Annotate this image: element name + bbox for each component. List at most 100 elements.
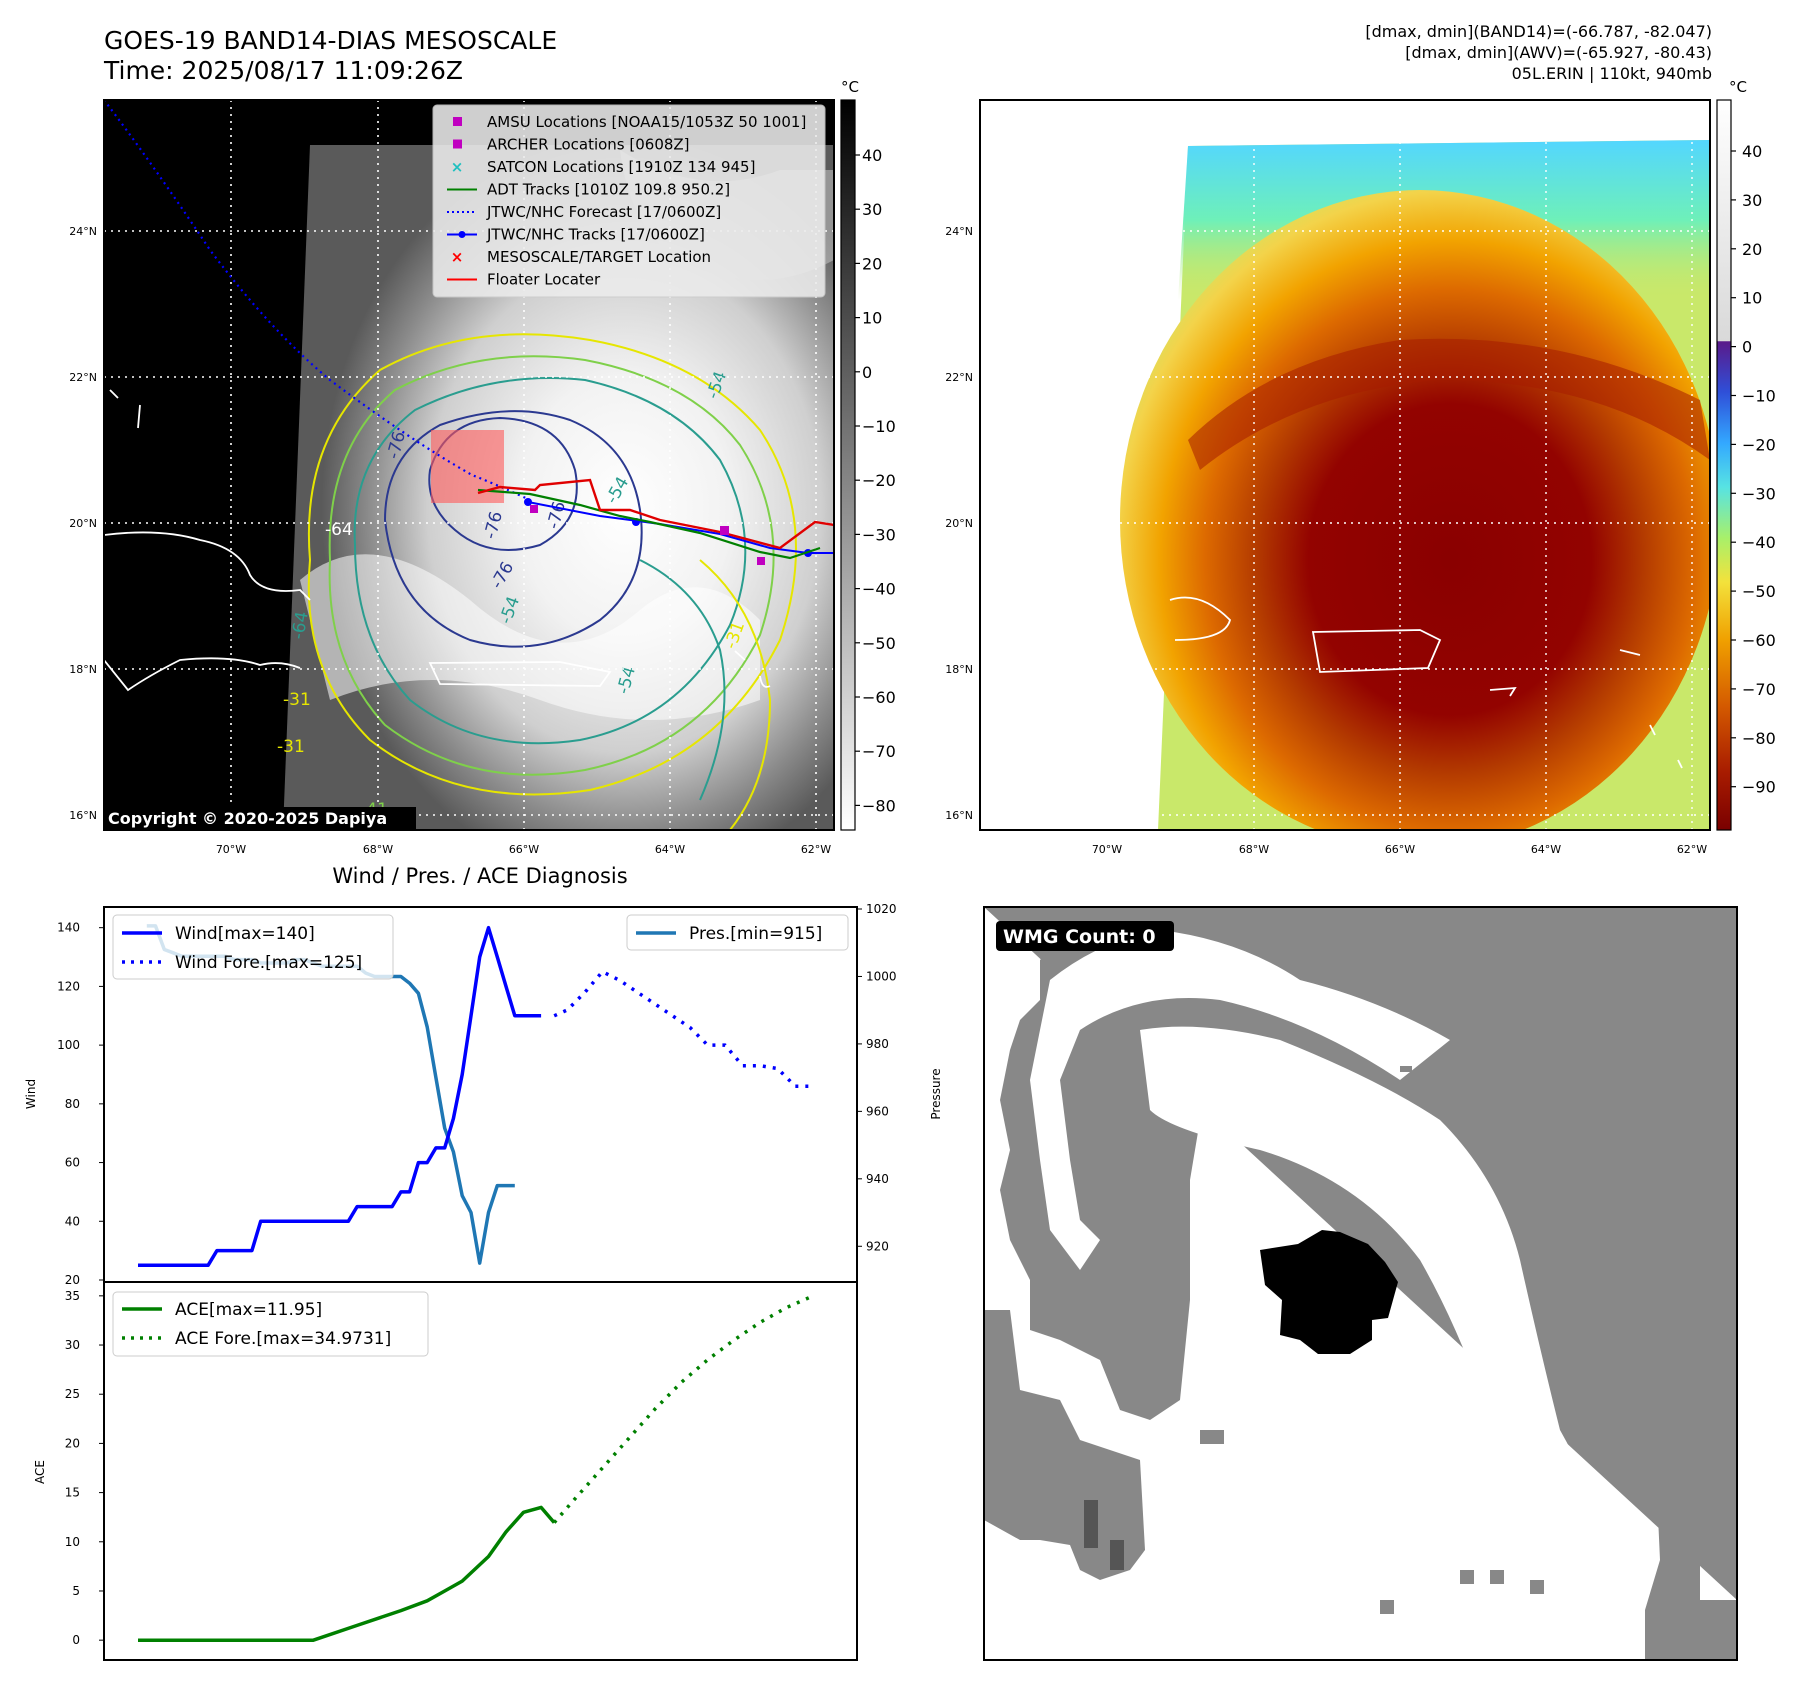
- lat-tick-label: 18°N: [945, 663, 973, 676]
- wind-ytick-label: 60: [65, 1156, 80, 1170]
- ace-legend-label: ACE[max=11.95]: [175, 1300, 322, 1320]
- legend-label: ARCHER Locations [0608Z]: [487, 136, 690, 154]
- pressure-legend-box: [626, 914, 849, 951]
- lat-tick-label: 22°N: [945, 371, 973, 384]
- pressure-axis-label: Pressure: [929, 1068, 943, 1119]
- ir-legend: AMSU Locations [NOAA15/1053Z 50 1001] ARC…: [432, 104, 826, 298]
- colorbar-tick-label: −70: [862, 742, 896, 761]
- lon-tick-label: 66°W: [509, 843, 539, 856]
- wind-ytick-label: 120: [57, 979, 80, 993]
- legend-label: ADT Tracks [1010Z 109.8 950.2]: [487, 181, 730, 199]
- awv-coast-puerto-rico: [1311, 629, 1442, 673]
- ace-ytick-label: 10: [65, 1535, 80, 1549]
- colorbar-tick-label: −50: [1742, 582, 1776, 601]
- wind-pressure-chart: Wind Pressure 20 40 60 80 100 120 140 920 940 960…: [24, 902, 943, 1287]
- amsu-markers: [530, 505, 765, 565]
- awv-panel: [980, 100, 1710, 830]
- legend-label: JTWC/NHC Forecast [17/0600Z]: [486, 203, 721, 221]
- wmg-frame: [983, 906, 1738, 1661]
- pressure-ytick-label: 940: [866, 1172, 889, 1186]
- ace-ytick-label: 20: [65, 1436, 80, 1450]
- wmg-white-pixel: [1400, 1052, 1414, 1066]
- band14-range-text: [dmax, dmin](BAND14)=(-66.787, -82.047): [1365, 22, 1712, 41]
- colorbar-tick-label: −40: [1742, 533, 1776, 552]
- legend-label: SATCON Locations [1910Z 134 945]: [487, 158, 755, 176]
- ace-legend: ACE[max=11.95] ACE Fore.[max=34.9731]: [112, 1291, 429, 1357]
- lon-tick-label: 62°W: [801, 843, 831, 856]
- pressure-ytick-label: 1020: [866, 902, 897, 916]
- coastline-islands: [734, 650, 771, 688]
- ace-ytick-label: 5: [72, 1584, 80, 1598]
- lon-tick-label: 62°W: [1677, 843, 1707, 856]
- contour-navy-inner: [428, 416, 578, 551]
- awv-colorbar-unit: °C: [1729, 78, 1747, 96]
- legend-marker: [453, 139, 462, 149]
- lat-tick-label: 20°N: [69, 517, 97, 530]
- pressure-ytick-label: 960: [866, 1104, 889, 1118]
- lat-tick-label: 24°N: [69, 225, 97, 238]
- ace-line: [138, 1505, 556, 1642]
- lon-tick-label: 66°W: [1385, 843, 1415, 856]
- wind-forecast-line: [553, 969, 813, 1088]
- pressure-ytick-label: 920: [866, 1239, 889, 1253]
- contour-label: -31: [283, 690, 311, 710]
- ace-axis-label: ACE: [33, 1460, 47, 1484]
- colorbar-tick-label: 10: [1742, 289, 1762, 308]
- awv-coast-islands: [1489, 649, 1683, 769]
- colorbar-tick-label: −50: [862, 634, 896, 653]
- ir-panel-frame: [103, 99, 835, 831]
- contour-yellow-east: [699, 559, 772, 830]
- colorbar-tick-label: 20: [1742, 240, 1762, 259]
- wind-axis-label: Wind: [24, 1079, 38, 1109]
- coastline-bahamas: [109, 389, 141, 429]
- legend-marker: ×: [451, 248, 464, 266]
- wind-legend-label: Wind[max=140]: [175, 924, 315, 944]
- wmg-count-label: WMG Count: 0: [1003, 926, 1156, 948]
- pressure-ytick-label: 980: [866, 1037, 889, 1051]
- lon-tick-label: 64°W: [655, 843, 685, 856]
- legend-marker: [453, 117, 462, 126]
- ace-legend-box: [112, 1291, 429, 1357]
- legend-label: Floater Locater: [487, 271, 601, 289]
- colorbar-tick-label: 20: [862, 254, 882, 273]
- ir-satellite-panel: -76 -64 -76 -76 -76 -54 -54 -64 -31 -31 …: [104, 100, 834, 830]
- lat-tick-label: 20°N: [945, 517, 973, 530]
- wind-legend: Wind[max=140] Wind Fore.[max=125]: [112, 914, 394, 980]
- colorbar-tick-label: 30: [862, 200, 882, 219]
- colorbar-tick-label: 10: [862, 309, 882, 328]
- ir-coastlines: [104, 389, 771, 692]
- lon-tick-label: 70°W: [1092, 843, 1122, 856]
- wmg-white-arc: [1030, 930, 1450, 1270]
- awv-colorbar: °C 40 30 20 10 0 −10 −20 −30 −40 −50 −60 −70 −80 −90: [1716, 78, 1776, 831]
- colorbar-tick-label: −30: [862, 525, 896, 544]
- colorbar-tick-label: 0: [862, 363, 872, 382]
- contour-label: -31: [277, 737, 305, 757]
- colorbar-tick-label: −60: [862, 688, 896, 707]
- awv-coast-hispaniola: [1169, 596, 1231, 641]
- lon-tick-label: 68°W: [363, 843, 393, 856]
- lat-tick-label: 16°N: [69, 809, 97, 822]
- wind-forecast-legend-label: Wind Fore.[max=125]: [175, 953, 362, 973]
- wind-line: [138, 925, 542, 1268]
- ace-ytick-label: 0: [72, 1633, 80, 1647]
- lon-tick-label: 64°W: [1531, 843, 1561, 856]
- awv-panel-frame: [979, 99, 1711, 831]
- wmg-panel: WMG Count: 0: [983, 906, 1738, 1661]
- legend-label: JTWC/NHC Tracks [17/0600Z]: [486, 226, 705, 244]
- copyright-badge: Copyright © 2020-2025 Dapiya: [104, 807, 416, 830]
- lon-tick-label: 68°W: [1239, 843, 1269, 856]
- colorbar-tick-label: 40: [862, 146, 882, 165]
- ir-rainband: [300, 554, 760, 720]
- wmg-gray-southwest: [984, 1310, 1145, 1580]
- storm-info-text: 05L.ERIN | 110kt, 940mb: [1511, 64, 1712, 83]
- awv-outflow: [1188, 338, 1710, 470]
- awv-colorbar-strip: [1716, 99, 1732, 831]
- colorbar-tick-label: −60: [1742, 631, 1776, 650]
- lon-tick-label: 70°W: [216, 843, 246, 856]
- wmg-badge: [996, 921, 1174, 951]
- lat-tick-label: 24°N: [945, 225, 973, 238]
- ir-colorbar-strip: [840, 99, 856, 831]
- wind-ytick-label: 40: [65, 1214, 80, 1228]
- colorbar-tick-label: −80: [1742, 729, 1776, 748]
- lat-tick-label: 22°N: [69, 371, 97, 384]
